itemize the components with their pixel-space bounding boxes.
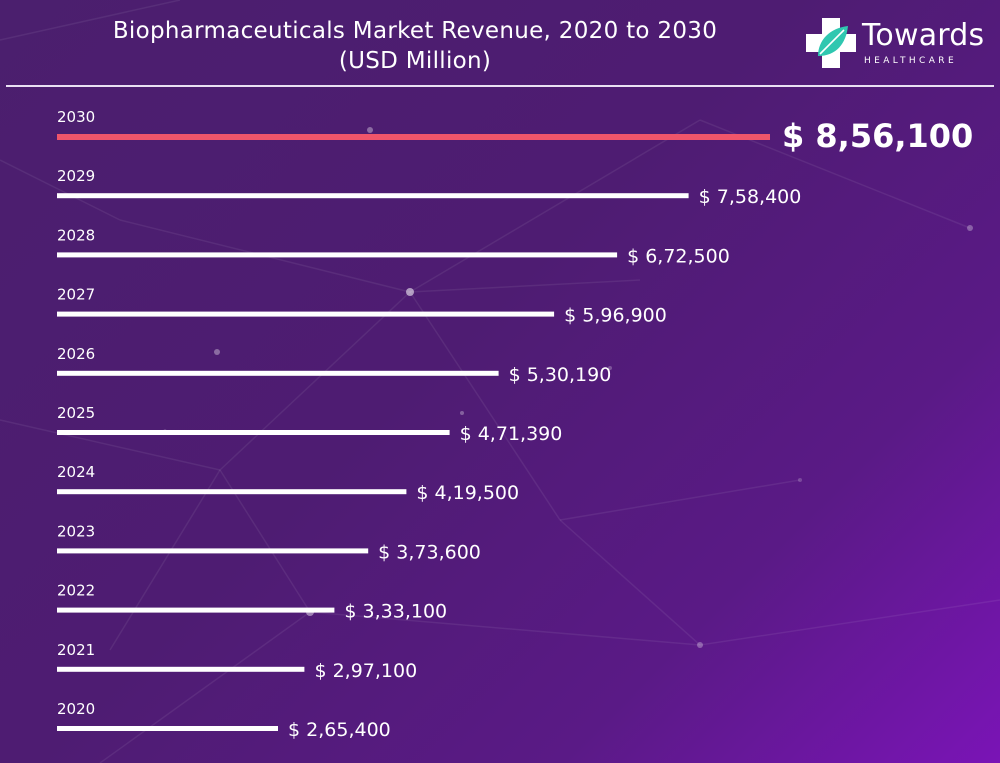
title-divider bbox=[6, 85, 994, 87]
value-label-2022: $ 3,33,100 bbox=[344, 601, 447, 623]
chart-title-line1: Biopharmaceuticals Market Revenue, 2020 … bbox=[112, 18, 718, 44]
value-label-2025: $ 4,71,390 bbox=[460, 423, 563, 445]
year-label-2028: 2028 bbox=[57, 226, 95, 244]
year-label-2020: 2020 bbox=[57, 700, 95, 718]
year-label-2027: 2027 bbox=[57, 286, 95, 304]
year-label-2025: 2025 bbox=[57, 404, 95, 422]
year-label-2026: 2026 bbox=[57, 345, 95, 363]
cross-leaf-icon bbox=[806, 18, 856, 68]
value-label-2021: $ 2,97,100 bbox=[314, 660, 417, 682]
bar-2027 bbox=[57, 311, 555, 317]
chart-title: Biopharmaceuticals Market Revenue, 2020 … bbox=[0, 16, 830, 76]
year-label-2021: 2021 bbox=[57, 641, 95, 659]
year-label-2030: 2030 bbox=[57, 108, 95, 126]
bar-2024 bbox=[57, 489, 407, 495]
bar-2023 bbox=[57, 548, 369, 554]
value-label-2026: $ 5,30,190 bbox=[509, 364, 612, 386]
bar-2022 bbox=[57, 607, 335, 613]
value-label-2028: $ 6,72,500 bbox=[627, 245, 730, 267]
bar-2021 bbox=[57, 666, 305, 672]
year-label-2022: 2022 bbox=[57, 582, 95, 600]
bar-2025 bbox=[57, 430, 450, 435]
value-label-2030: $ 8,56,100 bbox=[782, 117, 973, 155]
chart-title-line2: (USD Million) bbox=[338, 48, 492, 74]
value-label-2023: $ 3,73,600 bbox=[378, 541, 481, 563]
logo-subtitle: HEALTHCARE bbox=[864, 56, 958, 66]
year-label-2024: 2024 bbox=[57, 463, 95, 481]
value-label-2027: $ 5,96,900 bbox=[564, 305, 667, 327]
bar-2020 bbox=[57, 726, 278, 731]
year-label-2029: 2029 bbox=[57, 167, 95, 185]
bar-2028 bbox=[57, 252, 618, 258]
bar-2026 bbox=[57, 370, 499, 376]
bar-2030 bbox=[57, 134, 770, 140]
logo-wordmark: Towards bbox=[862, 18, 985, 53]
value-label-2024: $ 4,19,500 bbox=[416, 482, 519, 504]
year-label-2023: 2023 bbox=[57, 522, 95, 540]
towards-healthcare-logo: Towards HEALTHCARE bbox=[804, 16, 994, 72]
value-label-2029: $ 7,58,400 bbox=[699, 186, 802, 208]
bar-2029 bbox=[57, 193, 689, 199]
value-label-2020: $ 2,65,400 bbox=[288, 719, 391, 741]
